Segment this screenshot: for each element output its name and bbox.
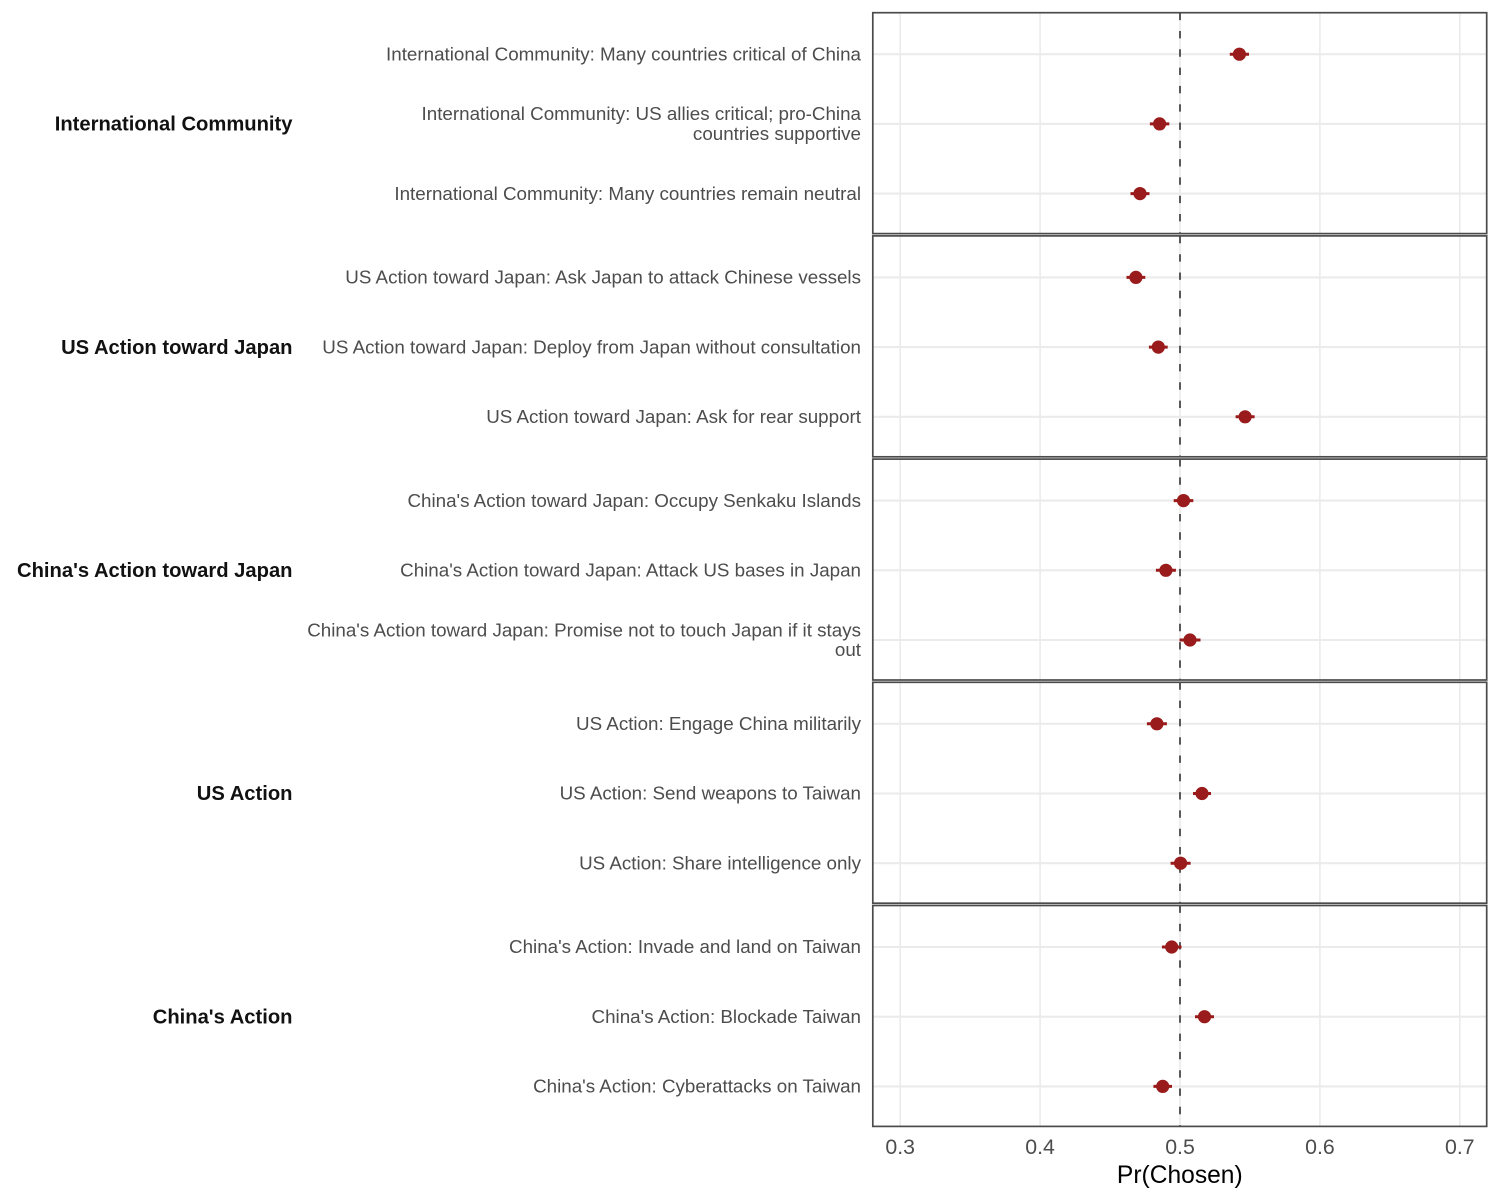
svg-text:US Action: Share intelligence: US Action: Share intelligence only xyxy=(579,852,861,873)
svg-text:US Action toward Japan: US Action toward Japan xyxy=(61,337,292,359)
svg-text:US Action toward Japan: Ask fo: US Action toward Japan: Ask for rear sup… xyxy=(486,406,862,427)
svg-text:0.4: 0.4 xyxy=(1025,1135,1055,1159)
svg-text:International Community: Many: International Community: Many countries … xyxy=(394,183,861,204)
svg-text:China's Action: China's Action xyxy=(153,1006,293,1028)
svg-text:China's Action toward Japan: China's Action toward Japan xyxy=(17,560,293,582)
svg-text:China's Action: Cyberattacks o: China's Action: Cyberattacks on Taiwan xyxy=(533,1076,861,1097)
svg-text:International Community: Many: International Community: Many countries … xyxy=(386,43,862,64)
svg-text:0.5: 0.5 xyxy=(1165,1135,1195,1159)
svg-text:International Community: US al: International Community: US allies criti… xyxy=(422,103,862,124)
svg-text:countries supportive: countries supportive xyxy=(693,123,861,144)
svg-text:0.3: 0.3 xyxy=(885,1135,915,1159)
svg-text:US Action toward Japan: Ask Ja: US Action toward Japan: Ask Japan to att… xyxy=(345,267,861,288)
svg-text:International Community: International Community xyxy=(55,114,294,136)
svg-text:US Action: Send weapons to Tai: US Action: Send weapons to Taiwan xyxy=(560,783,861,804)
svg-text:out: out xyxy=(835,639,862,660)
svg-text:China's Action: Invade and lan: China's Action: Invade and land on Taiwa… xyxy=(509,936,861,957)
svg-text:China's Action toward Japan: A: China's Action toward Japan: Attack US b… xyxy=(400,560,861,581)
svg-text:US Action: Engage China milita: US Action: Engage China militarily xyxy=(576,713,862,734)
svg-text:0.7: 0.7 xyxy=(1445,1135,1475,1159)
svg-text:US Action toward Japan: Deploy: US Action toward Japan: Deploy from Japa… xyxy=(322,336,861,357)
svg-text:China's Action toward Japan: O: China's Action toward Japan: Occupy Senk… xyxy=(407,490,861,511)
svg-text:China's Action: Blockade Taiwa: China's Action: Blockade Taiwan xyxy=(592,1006,861,1027)
svg-text:US Action: US Action xyxy=(197,783,293,805)
svg-text:0.6: 0.6 xyxy=(1305,1135,1335,1159)
svg-text:China's Action toward Japan: P: China's Action toward Japan: Promise not… xyxy=(307,619,861,640)
svg-text:Pr(Chosen): Pr(Chosen) xyxy=(1117,1162,1243,1189)
